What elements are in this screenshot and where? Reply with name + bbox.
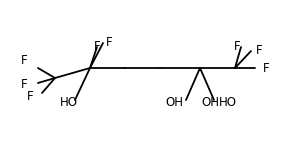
Text: F: F xyxy=(256,44,263,57)
Text: F: F xyxy=(94,40,100,53)
Text: HO: HO xyxy=(219,96,237,109)
Text: F: F xyxy=(263,61,270,75)
Text: F: F xyxy=(234,40,240,53)
Text: HO: HO xyxy=(60,96,78,109)
Text: OH: OH xyxy=(201,96,219,109)
Text: OH: OH xyxy=(165,96,183,109)
Text: F: F xyxy=(27,90,34,104)
Text: F: F xyxy=(106,36,112,49)
Text: F: F xyxy=(21,78,28,90)
Text: F: F xyxy=(21,54,28,66)
